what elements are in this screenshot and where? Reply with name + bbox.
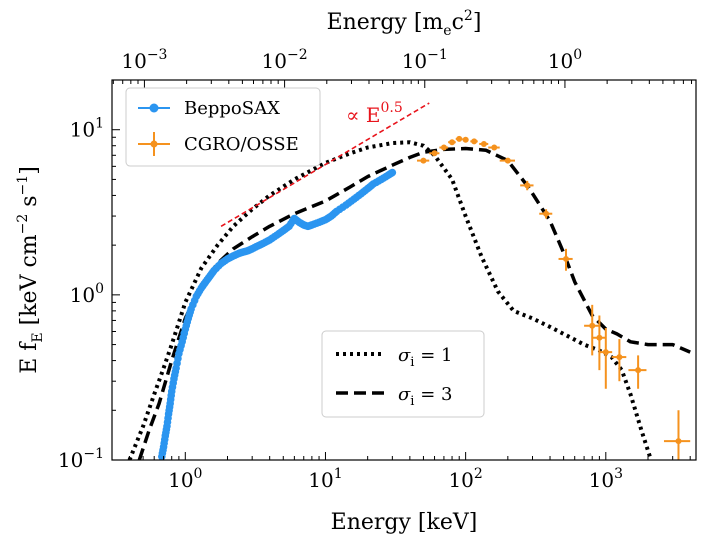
power-law-line [220,102,430,228]
annotation-group [220,102,430,228]
legend-entry-sigma1: σi = 1 [336,345,452,370]
osse-point [456,135,463,142]
legend-instruments: BeppoSAX CGRO/OSSE [125,87,321,167]
top-tick-label: 10−3 [121,47,167,73]
osse-point [596,334,603,341]
legend-entry-osse: CGRO/OSSE [138,132,299,156]
x-tick-label: 102 [448,466,482,492]
osse-point [616,354,623,361]
y-tick-label: 100 [70,281,104,307]
plot-frame [111,79,697,461]
osse-point [449,139,456,146]
x-tick-label: 103 [589,466,623,492]
model-curves [127,140,691,460]
legend-sigma1-label: σi = 1 [398,345,452,370]
osse-point [440,144,447,151]
osse-point [562,255,569,262]
top-axis-label: Energy [mec2] [327,8,482,39]
bepposax-point [388,168,397,177]
legend-models: σi = 1 σi = 3 [321,330,485,418]
legend-entry-bepposax: BeppoSAX [138,98,280,119]
model-curve-sigma1 [127,140,653,460]
osse-point [543,210,550,217]
x-tick-label: 100 [168,466,202,492]
axis-ticks: 100 101 102 103 10−1 100 101 10−3 10−2 10−1 100 [58,47,693,492]
y-tick-label: 101 [70,116,104,142]
osse-point [524,182,531,189]
top-tick-label: 100 [548,47,582,73]
legend-osse-label: CGRO/OSSE [184,134,299,155]
osse-point [635,367,642,374]
legend-bepposax-label: BeppoSAX [184,98,280,119]
osse-point [602,349,609,356]
osse-point [420,157,427,164]
y-tick-label: 10−1 [58,446,104,472]
top-tick-label: 10−2 [262,47,308,73]
osse-point [491,144,498,151]
data-points [158,135,691,460]
legend-sigma3-label: σi = 3 [398,384,452,409]
osse-point [504,157,511,164]
power-law-annotation: ∝ E0.5 [346,100,403,127]
legend-instruments-box [125,87,321,167]
osse-point [431,150,438,157]
osse-point [462,136,469,143]
top-tick-label: 10−1 [402,47,448,73]
legend-entry-sigma3: σi = 3 [336,384,452,409]
model-curve-sigma3 [137,146,691,460]
x-tick-label: 101 [308,466,342,492]
y-axis-label: E fE [keV cm−2 s−1] [15,166,46,374]
legend-models-box [321,330,485,418]
legend-osse-marker [150,140,158,148]
osse-point [480,140,487,147]
legend-bepposax-marker [149,103,159,113]
osse-point [471,138,478,145]
osse-point [589,322,596,329]
x-axis-label: Energy [keV] [331,510,478,535]
osse-point [675,438,682,445]
